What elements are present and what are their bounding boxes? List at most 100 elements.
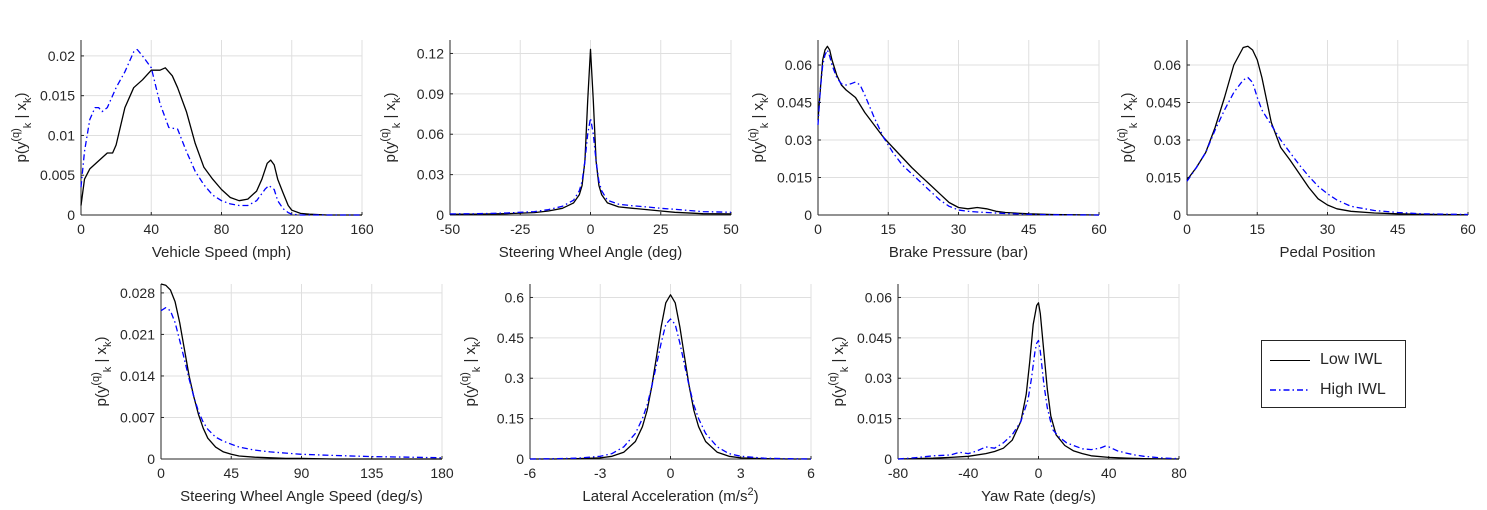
x-axis-label: Yaw Rate (deg/s) [981,488,1096,505]
subplot-2: -50 -25 0 25 50 0 0.03 0.06 0.09 0.12 Steering Whe… [379,40,739,261]
y-tick-label: 0.015 [1146,170,1181,186]
x-tick-label: 180 [430,465,454,481]
y-tick-label: 0.005 [40,167,75,183]
subplot-7: -80 -40 0 40 80 0 0.015 0.03 0.045 0.06 Yaw Rate (… [827,284,1187,505]
x-tick-label: 135 [360,465,384,481]
y-tick-label: 0.09 [417,86,444,102]
x-tick-label: 40 [143,221,159,237]
y-tick-label: 0 [67,207,75,223]
x-tick-label: 90 [294,465,310,481]
y-tick-label: 0.015 [857,411,892,427]
y-tick-label: 0.028 [120,285,155,301]
y-tick-label: 0.015 [777,170,812,186]
x-tick-label: 80 [214,221,230,237]
series-high-iwl [529,318,812,460]
x-tick-label: 80 [1171,465,1187,481]
series-low-iwl [160,283,442,460]
y-tick-label: 0.03 [785,132,812,148]
series-high-iwl [817,49,1100,216]
subplot-5: 0 45 90 135 180 0 0.007 0.014 0.021 0.028 Steering… [90,283,454,505]
x-tick-label: 0 [667,465,675,481]
subplot-6: -6 -3 0 3 6 0 0.15 0.3 0.45 0.6 Lateral Accelerati… [459,284,815,505]
legend-swatch-low-iwl [1270,359,1310,361]
x-tick-label: 0 [814,221,822,237]
x-axis-label: Brake Pressure (bar) [889,244,1028,261]
y-tick-label: 0.045 [857,330,892,346]
x-axis-label: Lateral Acceleration (m/s2) [582,486,758,505]
x-tick-label: 30 [951,221,967,237]
y-axis-label: p(y(q)k | xk) [1116,92,1140,162]
x-tick-label: 60 [1460,221,1476,237]
y-tick-label: 0.03 [1154,132,1181,148]
y-tick-label: 0.06 [1154,57,1181,73]
y-tick-label: 0 [1173,207,1181,223]
x-tick-label: 6 [807,465,815,481]
x-tick-label: -3 [594,465,607,481]
x-tick-label: 25 [653,221,669,237]
x-tick-label: 30 [1320,221,1336,237]
x-tick-label: 45 [1021,221,1037,237]
y-tick-label: 0.06 [785,57,812,73]
y-axis-label: p(y(q)k | xk) [90,336,114,406]
x-axis-label: Steering Wheel Angle (deg) [499,244,682,261]
series-high-iwl [80,48,362,216]
series-low-iwl [1186,45,1469,216]
series-low-iwl [817,45,1100,216]
x-tick-label: 50 [723,221,739,237]
x-tick-label: 0 [587,221,595,237]
y-tick-label: 0.06 [417,126,444,142]
x-tick-label: 45 [1390,221,1406,237]
x-tick-label: 0 [1035,465,1043,481]
y-tick-label: 0 [436,207,444,223]
y-tick-label: 0.045 [1146,95,1181,111]
legend-swatch-high-iwl [1270,389,1310,391]
legend-label: High IWL [1320,381,1386,398]
y-axis-label: p(y(q)k | xk) [747,92,771,162]
series-high-iwl [1186,76,1469,216]
x-tick-label: 120 [280,221,304,237]
subplot-4: 0 15 30 45 60 0 0.015 0.03 0.045 0.06 Pedal Positi… [1116,40,1476,261]
legend-entry-low-iwl: Low IWL [1270,350,1382,370]
y-axis-label: p(y(q)k | xk) [827,336,851,406]
y-tick-label: 0.01 [48,127,75,143]
x-tick-label: 40 [1101,465,1117,481]
series-low-iwl [449,48,732,215]
y-tick-label: 0.02 [48,48,75,64]
y-tick-label: 0.03 [417,167,444,183]
legend-entry-high-iwl: High IWL [1270,380,1386,400]
y-axis-label: p(y(q)k | xk) [459,336,483,406]
subplot-1: 0 40 80 120 160 0 0.005 0.01 0.015 0.02 Vehicle Sp… [10,40,374,261]
x-tick-label: 3 [737,465,745,481]
x-tick-label: -40 [958,465,978,481]
y-tick-label: 0 [516,451,524,467]
y-tick-label: 0.007 [120,409,155,425]
y-tick-label: 0.014 [120,368,155,384]
series-high-iwl [897,339,1180,460]
legend: Low IWL High IWL [1261,340,1406,408]
x-tick-label: 15 [1249,221,1265,237]
series-low-iwl [80,67,362,216]
y-tick-label: 0.6 [505,289,525,305]
x-tick-label: 0 [157,465,165,481]
y-tick-label: 0.045 [777,95,812,111]
x-tick-label: -6 [524,465,537,481]
subplot-3: 0 15 30 45 60 0 0.015 0.03 0.045 0.06 Brake Pressu… [747,40,1107,261]
x-tick-label: 0 [77,221,85,237]
x-tick-label: 0 [1183,221,1191,237]
y-axis-label: p(y(q)k | xk) [379,92,403,162]
x-tick-label: -25 [510,221,530,237]
y-tick-label: 0 [804,207,812,223]
y-tick-label: 0.021 [120,326,155,342]
y-tick-label: 0 [884,451,892,467]
y-tick-label: 0.12 [417,45,444,61]
x-axis-label: Vehicle Speed (mph) [152,244,291,261]
x-axis-label: Steering Wheel Angle Speed (deg/s) [180,488,423,505]
x-tick-label: 15 [880,221,896,237]
y-tick-label: 0 [147,451,155,467]
series-low-iwl [530,294,811,460]
y-tick-label: 0.06 [865,289,892,305]
series-low-iwl [897,302,1180,460]
x-axis-label: Pedal Position [1280,244,1376,261]
x-tick-label: -80 [888,465,908,481]
